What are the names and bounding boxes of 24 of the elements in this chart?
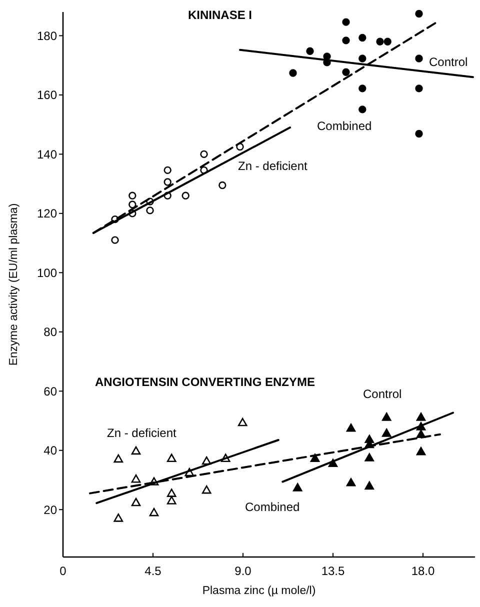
annotation: Combined (317, 119, 372, 134)
x-tick-label: 4.5 (144, 564, 162, 578)
x-tick-label: 9.0 (234, 564, 252, 578)
x-tick-label: 18.0 (411, 564, 435, 578)
y-tick-label: 20 (44, 502, 58, 517)
annotation: Control (429, 55, 468, 70)
x-tick-label: 0 (60, 564, 67, 578)
annotation: Combined (245, 500, 300, 514)
y-tick-label: 160 (36, 88, 58, 102)
y-tick-label: 40 (44, 444, 58, 458)
annotation: ANGIOTENSIN CONVERTING ENZYME (94, 375, 316, 390)
annotation: Zn - deficient (238, 159, 308, 174)
annotation: KININASE I (188, 8, 252, 22)
y-axis-title: Enzyme activity (EU/ml plasma) (8, 203, 20, 366)
y-tick-label: 120 (36, 206, 58, 221)
x-axis-title: Plasma zinc (µ mole/l) (202, 585, 316, 597)
annotation: Control (363, 387, 402, 402)
y-tick-label: 100 (36, 266, 58, 280)
y-tick-label: 80 (44, 325, 58, 340)
annotation: Zn - deficient (107, 426, 178, 440)
y-tick-label: 180 (36, 28, 58, 43)
x-tick-label: 13.5 (321, 564, 345, 578)
y-tick-label: 60 (44, 384, 58, 398)
y-tick-label: 140 (36, 147, 58, 162)
